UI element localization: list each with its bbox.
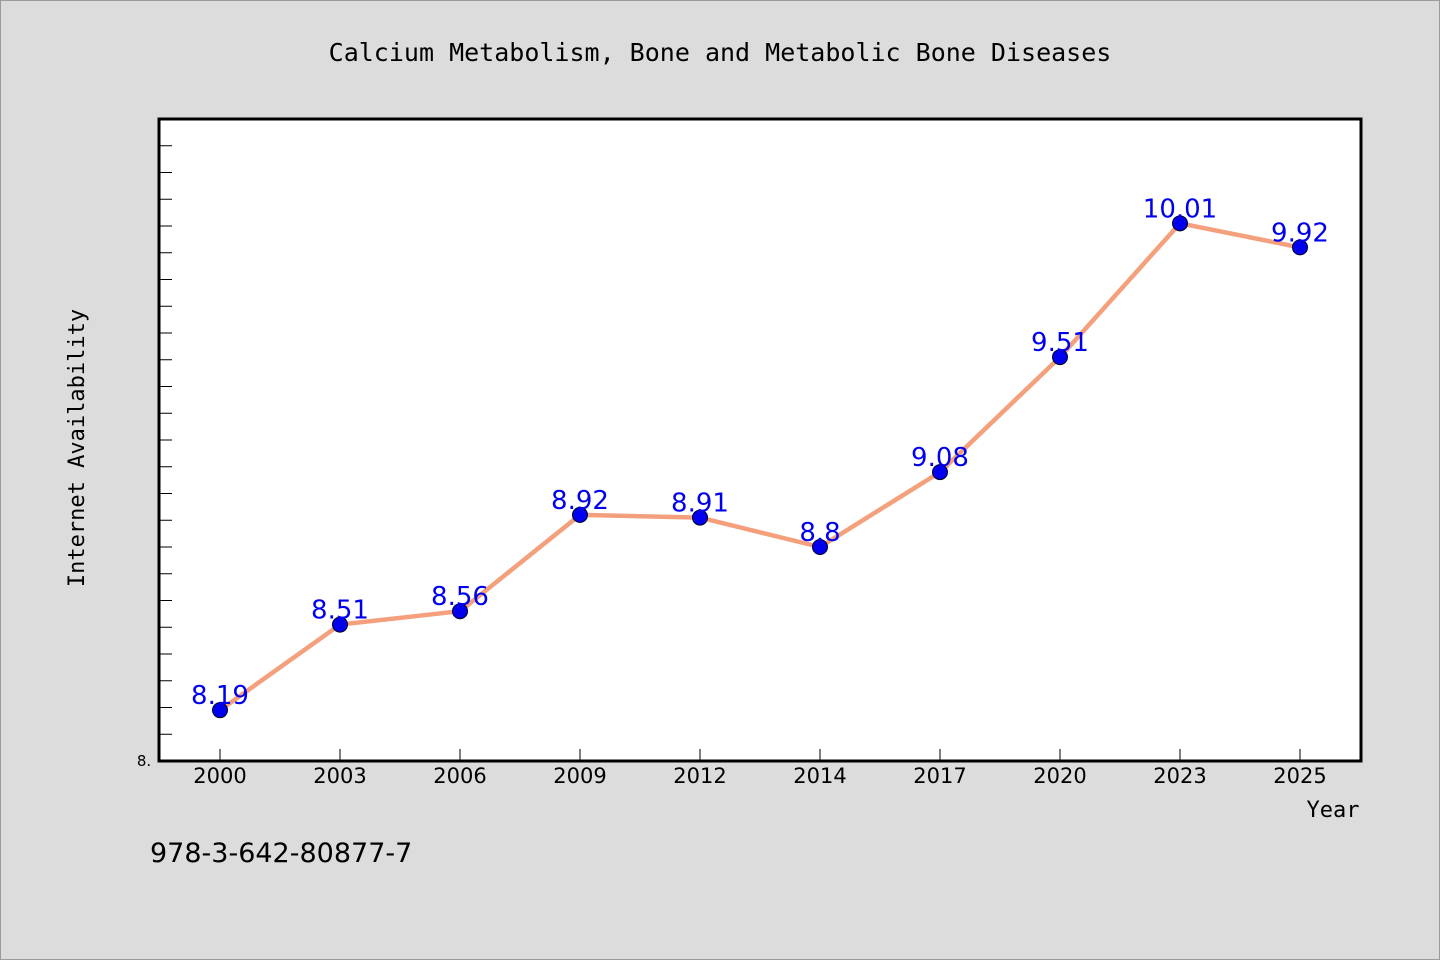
footer-code-text: 978-3-642-80877-7 [150,838,412,869]
x-tick-label: 2012 [673,764,726,788]
data-label: 9.08 [911,443,969,473]
data-point [332,616,348,633]
data-point [452,603,468,620]
data-point [1052,349,1068,366]
x-tick-label: 2009 [553,764,606,788]
data-label: 8.19 [191,681,249,711]
data-label: 10.01 [1143,194,1217,224]
x-axis-label: Year [1307,798,1360,823]
chart-title: Calcium Metabolism, Bone and Metabolic B… [329,38,1112,67]
y-axis-minor-ticks [159,145,172,762]
y-axis-min-label: 8. [137,752,151,770]
series-line [217,221,1303,713]
data-label: 9.51 [1031,328,1089,358]
x-tick-label: 2003 [313,764,366,788]
data-label: 8.51 [311,596,369,626]
y-axis-label: Internet Availability [65,309,90,587]
data-label: 8.91 [671,489,729,519]
data-point [212,702,228,719]
x-tick-label: 2025 [1273,764,1326,788]
x-tick-label: 2023 [1153,764,1206,788]
data-point [932,464,948,481]
data-point [1292,239,1308,256]
data-point [812,539,828,555]
x-tick-label: 2017 [913,764,966,788]
data-point [692,509,708,526]
data-point [572,506,588,523]
data-label: 8.8 [799,518,840,548]
data-label: 9.92 [1271,218,1329,248]
x-axis-tick-labels: 2000 2003 2006 2009 2012 2014 2017 2020 2023 2025 [193,764,1326,788]
series-layer: 8.19 8.51 8.56 8.92 8.91 8.8 9.08 9.51 10.01 9.92 [191,194,1329,719]
x-tick-label: 2014 [793,764,846,788]
data-label: 8.92 [551,486,609,516]
x-axis-ticks [219,749,1301,761]
data-label: 8.56 [431,582,489,612]
plot-area [157,117,1363,763]
x-tick-label: 2020 [1033,764,1086,788]
x-tick-label: 2006 [433,764,486,788]
x-tick-label: 2000 [193,764,246,788]
data-point [1172,215,1188,232]
